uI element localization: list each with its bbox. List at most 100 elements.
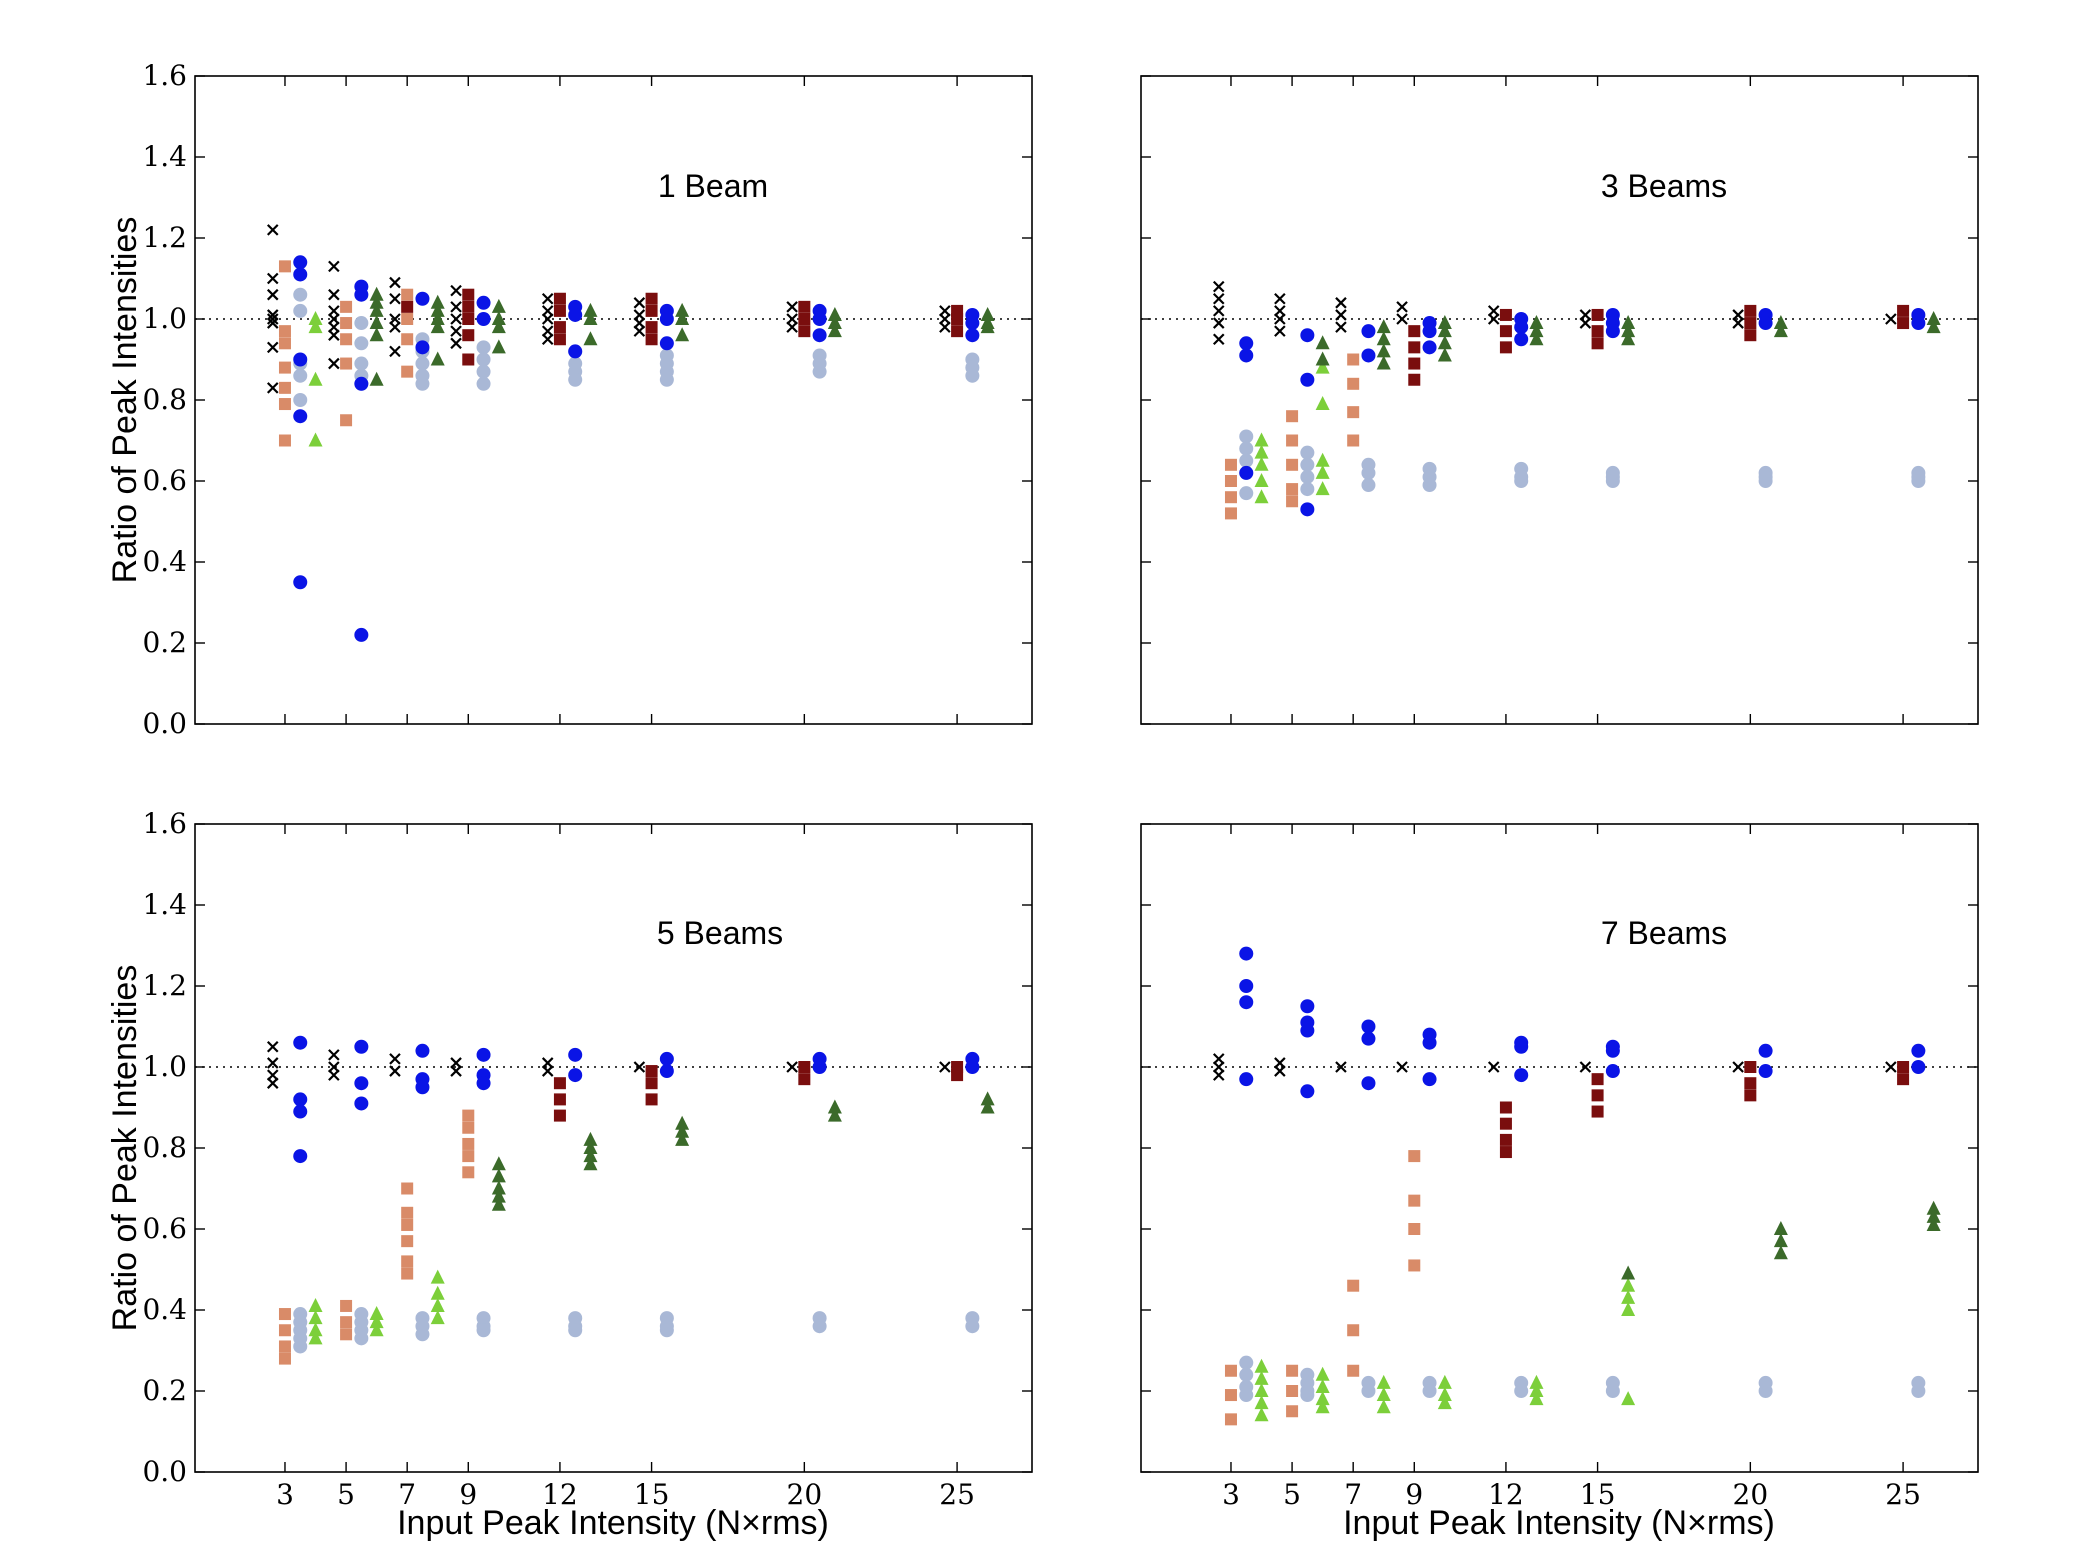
- data-point-s4: [1422, 478, 1437, 493]
- data-point-s1: [266, 224, 279, 236]
- panel-7-beams: 3 5 7 9 12 15 20 25 7 Beams: [1140, 823, 1979, 1511]
- data-point-s4: [293, 303, 308, 318]
- y-tick-label: 1.6: [142, 807, 187, 840]
- data-point-s7: [1773, 315, 1788, 330]
- data-point-s1: [1732, 317, 1744, 329]
- data-point-s6: [1744, 1077, 1757, 1090]
- data-point-s2: [340, 333, 353, 346]
- data-point-s6: [1591, 1073, 1604, 1086]
- data-point-s7: [980, 319, 995, 334]
- data-point-s2: [401, 1218, 414, 1231]
- data-point-s3: [1239, 979, 1254, 993]
- data-point-s2: [1286, 1405, 1299, 1418]
- data-point-s3: [1300, 372, 1315, 387]
- data-point-s7: [583, 302, 598, 317]
- data-point-s2: [1408, 1194, 1421, 1207]
- data-point-s7: [675, 1131, 690, 1146]
- data-point-s6: [401, 300, 414, 313]
- data-point-s3: [1239, 946, 1254, 961]
- data-point-s1: [541, 313, 554, 325]
- data-point-s3: [568, 307, 583, 322]
- data-point-s4: [1605, 1384, 1620, 1398]
- data-point-s7: [1376, 355, 1391, 370]
- data-point-s6: [553, 333, 566, 346]
- data-point-s5: [308, 371, 323, 386]
- data-point-s6: [1897, 304, 1910, 317]
- data-point-s1: [633, 297, 646, 309]
- data-point-s2: [340, 414, 353, 427]
- data-point-s1: [1487, 1061, 1500, 1073]
- data-point-s5: [1621, 1391, 1636, 1406]
- data-point-s2: [1286, 495, 1299, 508]
- data-point-s7: [827, 323, 842, 338]
- data-point-s7: [1926, 1216, 1941, 1231]
- data-point-s3: [659, 336, 674, 351]
- data-point-s1: [1396, 313, 1408, 325]
- data-point-s6: [1408, 325, 1421, 338]
- panel-1-beam: 0.0 0.2 0.4 0.6 0.8 1.0 1.2 1.4 1.6 1 Beam: [142, 59, 1033, 740]
- data-point-s6: [798, 1061, 811, 1073]
- data-point-s7: [430, 294, 445, 309]
- data-point-s7: [369, 371, 384, 386]
- data-point-s5: [430, 1310, 445, 1325]
- data-point-s2: [340, 1316, 353, 1329]
- data-point-s2: [1347, 434, 1360, 447]
- data-point-s7: [980, 306, 995, 321]
- data-point-s4: [415, 1327, 430, 1342]
- data-point-s7: [1621, 323, 1636, 338]
- data-point-s5: [308, 1297, 323, 1312]
- data-point-s2: [278, 337, 291, 350]
- data-point-s7: [430, 351, 445, 366]
- data-point-s3: [354, 627, 369, 642]
- data-point-s5: [308, 1322, 323, 1337]
- data-point-s2: [1224, 458, 1237, 471]
- data-point-s3: [354, 287, 369, 302]
- x-tick-label: 25: [939, 1478, 975, 1511]
- data-point-s4: [415, 356, 430, 371]
- data-point-s6: [553, 1093, 566, 1106]
- data-point-s6: [1591, 1089, 1604, 1102]
- data-point-s3: [293, 1104, 308, 1119]
- data-point-s3: [568, 344, 583, 359]
- data-point-s5: [1376, 1399, 1391, 1414]
- data-point-s1: [1732, 1061, 1744, 1073]
- data-point-s4: [354, 356, 369, 371]
- x-tick-label: 12: [542, 1478, 578, 1511]
- data-point-s5: [369, 1322, 384, 1337]
- data-point-s7: [827, 1099, 842, 1114]
- data-point-s5: [1254, 1395, 1269, 1410]
- data-point-s3: [293, 352, 308, 367]
- data-point-s4: [812, 364, 827, 379]
- data-point-s2: [278, 361, 291, 374]
- data-point-s2: [1408, 1223, 1421, 1235]
- data-point-s2: [401, 1267, 414, 1280]
- data-point-s4: [1605, 474, 1620, 488]
- data-point-s1: [266, 272, 279, 285]
- data-point-s2: [462, 1109, 475, 1122]
- data-point-s2: [278, 260, 291, 273]
- data-point-s7: [491, 339, 506, 354]
- data-point-s5: [369, 1306, 384, 1321]
- data-point-s5: [308, 319, 323, 334]
- data-point-s7: [491, 1156, 506, 1171]
- data-point-s5: [308, 1330, 323, 1345]
- data-point-s2: [340, 357, 353, 370]
- data-point-s5: [1315, 1399, 1330, 1414]
- data-point-s4: [1239, 486, 1254, 501]
- data-point-s6: [1591, 1105, 1604, 1118]
- data-point-s6: [645, 292, 658, 305]
- data-point-s1: [328, 260, 340, 273]
- data-point-s7: [491, 1196, 506, 1211]
- data-point-s3: [354, 1096, 369, 1111]
- data-point-s6: [951, 313, 964, 325]
- data-point-s4: [1300, 1388, 1315, 1403]
- data-point-s4: [1514, 1384, 1529, 1398]
- data-point-s4: [1239, 441, 1254, 456]
- x-tick-label: 20: [1733, 1478, 1769, 1511]
- data-point-s4: [568, 372, 583, 387]
- x-tick-label: 3: [276, 1478, 294, 1511]
- data-point-s6: [798, 313, 811, 325]
- data-point-s6: [1744, 329, 1757, 342]
- data-point-s2: [1347, 1279, 1360, 1292]
